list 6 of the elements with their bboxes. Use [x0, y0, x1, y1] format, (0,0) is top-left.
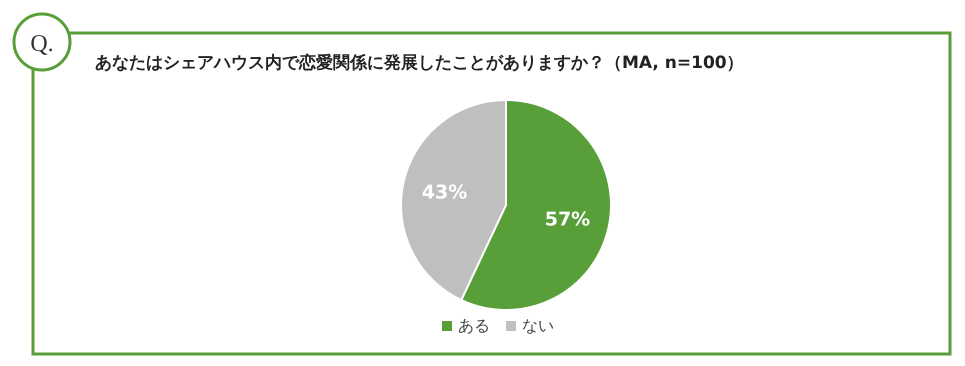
data-label: 57% — [544, 208, 590, 231]
chart-title: あなたはシェアハウス内で恋愛関係に発展したことがありますか？（MA, n=100） — [95, 53, 744, 73]
text: Q. — [30, 31, 54, 57]
legend-label: ない — [522, 316, 554, 335]
legend-label: ある — [458, 316, 490, 335]
data-label: 43% — [422, 181, 468, 204]
